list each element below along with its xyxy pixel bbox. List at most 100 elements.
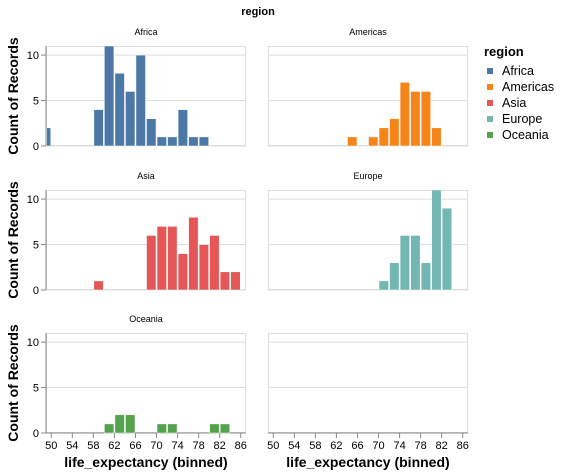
histogram-bar — [410, 235, 421, 291]
histogram-bar — [198, 136, 209, 147]
histogram-bar — [219, 423, 230, 434]
panel-frame — [268, 46, 468, 146]
histogram-bar — [209, 235, 220, 291]
facet-header: Africa — [134, 27, 157, 37]
histogram-bar — [104, 423, 115, 434]
facet-header: Europe — [353, 171, 382, 181]
histogram-bar — [441, 207, 452, 291]
legend-item-americas: Americas — [484, 79, 554, 95]
x-axis-title: life_expectancy (binned) — [64, 454, 227, 470]
x-tick-label: 86 — [235, 440, 247, 452]
histogram-bar — [420, 91, 431, 147]
histogram-bar — [125, 91, 136, 147]
histogram-bar — [167, 136, 178, 147]
y-axis-title: Count of Records — [5, 181, 21, 299]
histogram-bar — [230, 271, 241, 291]
y-tick-label: 0 — [33, 141, 39, 153]
legend-title: region — [484, 44, 524, 59]
histogram-bar — [114, 414, 125, 434]
histogram-bar — [93, 280, 104, 291]
x-tick-label: 54 — [66, 440, 78, 452]
facet-panel-oceania: 0 5 10 Count of Records 50 54 58 62 66 70 74 78 82 86… — [5, 314, 247, 470]
histogram-bar — [431, 127, 442, 147]
histogram-bar — [156, 423, 167, 434]
y-tick-label: 10 — [27, 337, 39, 349]
facet-header: Oceania — [129, 314, 163, 324]
histogram-bar — [167, 226, 178, 291]
histogram-bar — [389, 262, 400, 291]
histogram-bar — [219, 271, 230, 291]
x-tick-label: 74 — [171, 440, 183, 452]
legend-swatch — [487, 84, 493, 90]
x-tick-label: 70 — [372, 440, 384, 452]
x-axis-title: life_expectancy (binned) — [286, 454, 449, 470]
histogram-bar — [368, 136, 379, 147]
panel-frame — [268, 190, 468, 290]
y-tick-label: 5 — [33, 96, 39, 108]
facet-panel-europe: Europe — [268, 171, 468, 291]
facet-panel-asia: 0 5 10 Count of Records Asia — [5, 171, 246, 299]
x-tick-label: 66 — [351, 440, 363, 452]
facet-header: Asia — [137, 171, 155, 181]
y-tick-label: 5 — [33, 383, 39, 395]
y-axis-title: Count of Records — [5, 324, 21, 442]
legend-label: Africa — [502, 64, 534, 78]
legend-swatch — [487, 100, 493, 106]
legend-items: Africa Americas Asia Europe Oceania — [484, 63, 554, 143]
legend-label: Asia — [502, 96, 527, 110]
histogram-bar — [431, 189, 442, 291]
histogram-bar — [46, 127, 52, 147]
x-tick-label: 70 — [150, 440, 162, 452]
y-tick-label: 0 — [33, 285, 39, 297]
histogram-bar — [378, 280, 389, 291]
histogram-bar — [209, 423, 220, 434]
histogram-bar — [410, 91, 421, 147]
legend-label: Europe — [502, 112, 543, 126]
legend-label: Americas — [502, 80, 555, 94]
histogram-bar — [389, 118, 400, 147]
histogram-bar — [399, 235, 410, 291]
histogram-bar — [156, 226, 167, 291]
x-tick-label: 58 — [87, 440, 99, 452]
x-tick-label: 82 — [436, 440, 448, 452]
facet-panel-americas: Americas — [268, 27, 468, 147]
x-tick-label: 50 — [45, 440, 57, 452]
histogram-bar — [135, 54, 146, 147]
histogram-bar — [198, 244, 209, 291]
y-axis-title: Count of Records — [5, 37, 21, 155]
x-tick-label: 62 — [108, 440, 120, 452]
x-tick-label: 62 — [330, 440, 342, 452]
x-tick-label: 54 — [288, 440, 300, 452]
legend-item-oceania: Oceania — [484, 127, 554, 143]
facet-panels: 0 5 10 Count of Records Africa Americas 0 5 10 Co… — [5, 27, 469, 470]
legend-swatch — [487, 68, 493, 74]
histogram-bar — [156, 136, 167, 147]
histogram-bar — [177, 109, 188, 147]
histogram-bar — [146, 118, 157, 147]
x-tick-label: 86 — [457, 440, 469, 452]
histogram-bar — [188, 217, 199, 291]
x-tick-label: 74 — [393, 440, 405, 452]
legend-item-asia: Asia — [484, 95, 554, 111]
histogram-bar — [114, 73, 125, 147]
histogram-bar — [93, 109, 104, 147]
legend-item-africa: Africa — [484, 63, 554, 79]
legend-label: Oceania — [502, 128, 549, 142]
y-tick-label: 0 — [33, 428, 39, 440]
y-tick-label: 10 — [27, 50, 39, 62]
panel-frame — [46, 46, 246, 146]
x-tick-label: 66 — [129, 440, 141, 452]
panel-frame — [268, 333, 468, 433]
x-tick-label: 58 — [309, 440, 321, 452]
panel-frame — [46, 333, 246, 433]
x-tick-label: 50 — [267, 440, 279, 452]
histogram-bar — [104, 45, 115, 147]
facet-panel-empty: 50 54 58 62 66 70 74 78 82 86 life_expectancy (bin… — [267, 333, 469, 470]
y-tick-label: 5 — [33, 240, 39, 252]
x-tick-label: 78 — [193, 440, 205, 452]
legend-swatch — [487, 116, 493, 122]
histogram-bar — [347, 136, 358, 147]
legend-swatch — [487, 132, 493, 138]
histogram-bar — [399, 82, 410, 147]
facet-panel-africa: 0 5 10 Count of Records Africa — [5, 27, 246, 155]
